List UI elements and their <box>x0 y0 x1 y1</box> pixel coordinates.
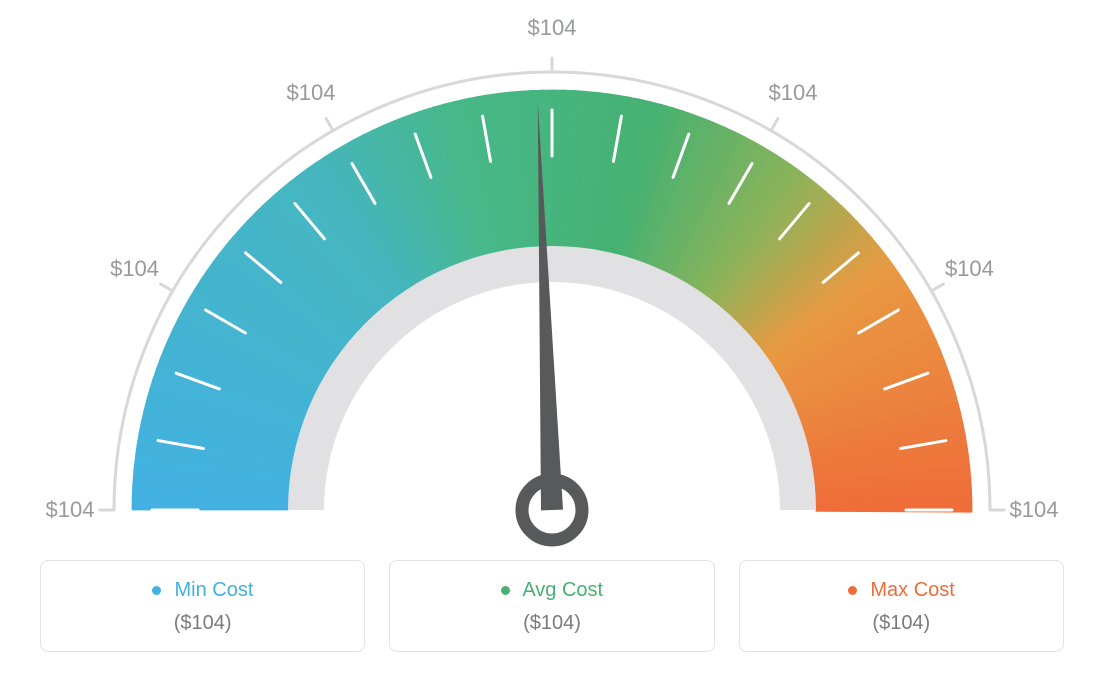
min-cost-label: Min Cost <box>174 579 253 601</box>
max-cost-title: Max Cost <box>750 579 1053 602</box>
max-dot-icon <box>848 586 857 595</box>
gauge-tick-label: $104 <box>110 256 159 282</box>
gauge-svg <box>0 0 1104 560</box>
gauge-chart: $104 $104 $104 $104 $104 $104 $104 <box>0 0 1104 560</box>
max-cost-card: Max Cost ($104) <box>739 560 1064 652</box>
legend-cards: Min Cost ($104) Avg Cost ($104) Max Cost… <box>0 560 1104 682</box>
max-cost-value: ($104) <box>750 612 1053 635</box>
avg-cost-card: Avg Cost ($104) <box>389 560 714 652</box>
gauge-tick-label: $104 <box>945 256 994 282</box>
avg-dot-icon <box>501 586 510 595</box>
gauge-tick-label: $104 <box>528 15 577 41</box>
min-dot-icon <box>152 586 161 595</box>
avg-cost-label: Avg Cost <box>522 579 603 601</box>
min-cost-title: Min Cost <box>51 579 354 602</box>
avg-cost-value: ($104) <box>400 612 703 635</box>
avg-cost-title: Avg Cost <box>400 579 703 602</box>
gauge-tick-label: $104 <box>769 80 818 106</box>
gauge-tick-label: $104 <box>1010 497 1059 523</box>
gauge-tick-label: $104 <box>287 80 336 106</box>
gauge-tick-label: $104 <box>46 497 95 523</box>
min-cost-value: ($104) <box>51 612 354 635</box>
min-cost-card: Min Cost ($104) <box>40 560 365 652</box>
max-cost-label: Max Cost <box>870 579 954 601</box>
